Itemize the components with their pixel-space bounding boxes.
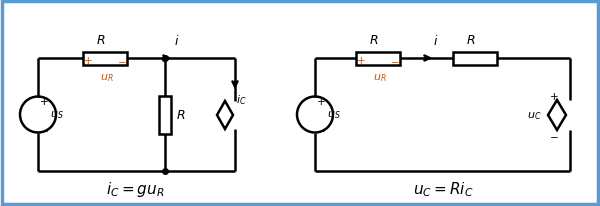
Text: $+$: $+$	[83, 55, 93, 66]
Text: $+$: $+$	[549, 90, 559, 101]
Text: $+$: $+$	[316, 96, 326, 107]
Bar	[356, 52, 400, 65]
Text: $R$: $R$	[369, 34, 379, 47]
Text: $i$: $i$	[433, 34, 439, 48]
Bar	[83, 52, 127, 65]
Text: $i$: $i$	[174, 34, 180, 48]
Bar	[159, 97, 171, 134]
Text: $+$: $+$	[356, 55, 366, 66]
Text: $u_C$: $u_C$	[527, 110, 541, 121]
Text: $u_R$: $u_R$	[100, 72, 114, 83]
Text: $-$: $-$	[549, 130, 559, 140]
Text: $-$: $-$	[390, 56, 400, 66]
Text: $u_C = Ri_C$: $u_C = Ri_C$	[413, 180, 473, 198]
Text: $u_R$: $u_R$	[373, 72, 387, 83]
Text: $R$: $R$	[96, 34, 106, 47]
Text: $-$: $-$	[316, 124, 326, 134]
Text: $i_C$: $i_C$	[236, 93, 247, 106]
Text: $R$: $R$	[466, 34, 476, 47]
Text: $+$: $+$	[39, 96, 49, 107]
Text: $i_C = gu_R$: $i_C = gu_R$	[106, 180, 164, 199]
Text: $-$: $-$	[39, 124, 49, 134]
Text: $u_S$: $u_S$	[327, 109, 341, 121]
Text: $R$: $R$	[176, 109, 185, 122]
Text: $u_S$: $u_S$	[50, 109, 64, 121]
Text: $-$: $-$	[117, 56, 127, 66]
Bar	[453, 52, 497, 65]
